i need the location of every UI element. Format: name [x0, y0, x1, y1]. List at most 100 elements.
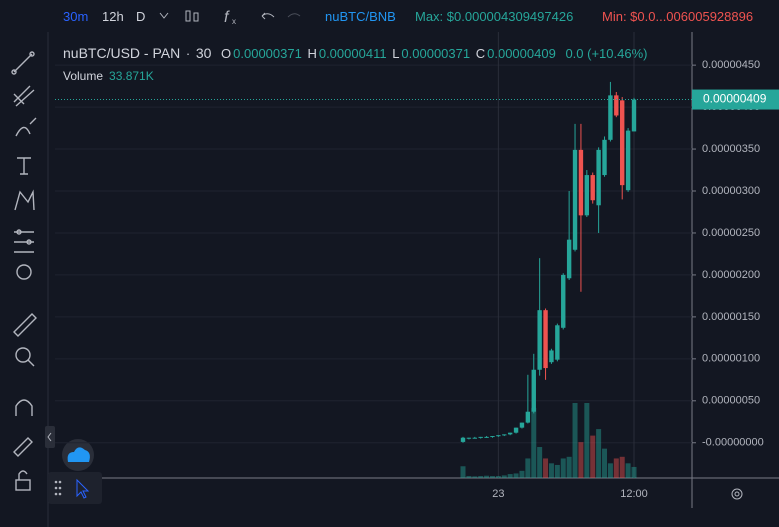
volume-bar [525, 458, 531, 478]
candle-body [525, 411, 531, 423]
volume-bar [460, 466, 466, 478]
interval-button[interactable]: 12h [102, 9, 124, 24]
candle-body [543, 310, 548, 369]
y-tick-label: 0.00000050 [702, 395, 760, 407]
candle-body [460, 437, 466, 442]
candle-body [608, 95, 613, 140]
volume-bar [548, 463, 554, 478]
chart-legend: nuBTC/USD - PAN · 30 O 0.00000371 H 0.0000… [63, 45, 649, 91]
candle-body [549, 350, 554, 363]
volume-bar [584, 403, 590, 478]
candle-body [590, 175, 595, 201]
y-tick-label: 0.00000300 [702, 185, 760, 197]
svg-text:x: x [232, 17, 236, 26]
volume-bar [560, 458, 566, 478]
y-tick-label: 0.00000400 [702, 101, 760, 113]
volume-bar [613, 458, 619, 478]
x-tick-label: 23 [492, 488, 504, 500]
y-tick-label: 0.00000250 [702, 227, 760, 239]
interval-button[interactable]: 30m [63, 9, 89, 24]
candle-body [537, 310, 542, 370]
volume-bar [572, 403, 578, 478]
volume-bar [578, 442, 584, 478]
ohlc-key: L [392, 46, 400, 61]
ohlc-key: H [307, 46, 317, 61]
ohlc-value: 0.00000371 [401, 46, 471, 61]
y-tick-label: 0.00000450 [702, 59, 760, 71]
floating-toolbar[interactable] [48, 472, 102, 504]
volume-bar [484, 475, 490, 478]
candle-body [578, 149, 584, 216]
candle-body [484, 436, 489, 438]
candle-body [625, 130, 631, 191]
volume-bar [472, 476, 478, 478]
candle-body [631, 99, 637, 132]
volume-bar [590, 435, 596, 478]
y-tick-label: 0.00000350 [702, 143, 760, 155]
ohlc-value: 0.00000371 [233, 46, 302, 61]
y-tick-label: 0.00000200 [702, 269, 760, 281]
candle-body [620, 100, 625, 186]
candle-body [596, 149, 601, 206]
volume-bar [607, 463, 613, 478]
x-tick-label: 12:00 [620, 488, 648, 500]
volume-bar [566, 456, 572, 478]
volume-bar [501, 475, 507, 478]
volume-value: 33.871K [109, 69, 154, 83]
volume-bar [519, 470, 525, 478]
y-tick-label: -0.00000000 [702, 437, 764, 449]
candle-body [561, 274, 566, 328]
volume-bar [507, 474, 513, 478]
volume-bar [631, 466, 637, 478]
max-price: Max: $0.000004309497426 [415, 9, 574, 24]
volume-bar [531, 407, 537, 478]
legend-sep: · [185, 46, 191, 61]
volume-bar [466, 476, 472, 478]
candle-body [602, 139, 607, 176]
ohlc-value: 0.00000411 [318, 46, 387, 61]
interval-button[interactable]: D [136, 9, 146, 24]
volume-bar [543, 458, 549, 478]
ohlc-value: 0.00000409 [487, 46, 556, 61]
candle-body [614, 95, 619, 116]
y-tick-label: 0.00000150 [702, 311, 760, 323]
interval: 30 [195, 45, 212, 61]
svg-text:f: f [224, 9, 230, 26]
volume-bar [495, 476, 501, 478]
candle-body [490, 436, 495, 438]
pair-symbol[interactable]: nuBTC/BNB [325, 9, 396, 24]
candle-body [466, 437, 472, 439]
price-change: 0.0 (+10.46%) [565, 46, 648, 61]
settings-gear[interactable] [731, 488, 743, 500]
volume-bar [513, 473, 519, 478]
volume-bar [554, 464, 560, 478]
candle-body [513, 427, 519, 433]
ohlc-key: O [221, 46, 232, 61]
symbol-title: nuBTC/USD - PAN [63, 45, 181, 61]
candle-body [496, 435, 501, 437]
candle-body [566, 239, 572, 279]
volume-bar [602, 448, 608, 478]
grid [55, 32, 692, 478]
volume-bar [596, 429, 602, 478]
volume-bar [478, 476, 484, 478]
volume-bar [537, 447, 543, 478]
last-price-box [692, 89, 779, 110]
ohlc-key: C [475, 46, 486, 61]
min-price: Min: $0.0...006005928896 [602, 9, 754, 24]
candle-body [584, 175, 590, 216]
candle-body [519, 422, 525, 428]
candle-body [502, 434, 507, 436]
candle-body [572, 149, 578, 250]
y-tick-label: 0.00000100 [702, 353, 760, 365]
volume-name: Volume [63, 69, 104, 83]
volume-bar [489, 476, 495, 478]
candle-body [478, 436, 483, 438]
drawing-toolbar[interactable] [0, 32, 48, 527]
candle-body [507, 432, 513, 435]
last-price-label: 0.00000409 [703, 92, 767, 106]
volume-bar [625, 463, 631, 478]
